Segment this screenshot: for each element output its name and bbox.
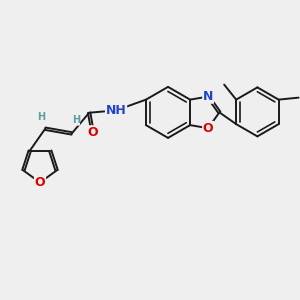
Text: O: O [203, 122, 213, 135]
Text: N: N [203, 90, 213, 103]
Text: H: H [37, 112, 45, 122]
Text: H: H [72, 116, 80, 125]
Text: O: O [35, 176, 45, 190]
Text: NH: NH [106, 104, 126, 117]
Text: O: O [87, 126, 98, 139]
